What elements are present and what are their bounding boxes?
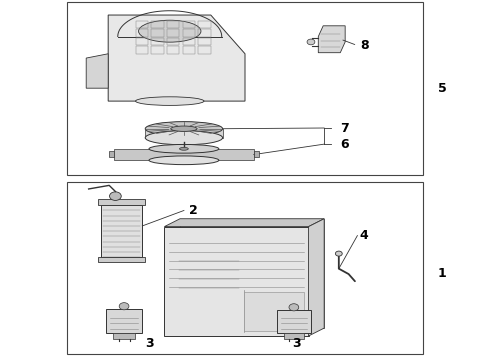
Polygon shape [164, 219, 324, 226]
Polygon shape [98, 257, 145, 262]
Ellipse shape [149, 144, 219, 153]
Polygon shape [101, 205, 143, 257]
Polygon shape [114, 149, 254, 160]
Polygon shape [309, 219, 324, 336]
Ellipse shape [145, 122, 222, 136]
Text: 3: 3 [292, 337, 301, 350]
Ellipse shape [139, 20, 201, 42]
Polygon shape [108, 15, 245, 101]
Ellipse shape [179, 147, 188, 150]
Text: 2: 2 [189, 204, 197, 217]
Circle shape [119, 303, 129, 310]
Circle shape [110, 192, 121, 201]
Ellipse shape [149, 156, 219, 165]
Text: 1: 1 [438, 267, 447, 280]
Polygon shape [318, 26, 345, 53]
Polygon shape [254, 151, 259, 157]
Text: 8: 8 [360, 39, 368, 52]
Polygon shape [106, 309, 143, 333]
Ellipse shape [145, 131, 222, 145]
Circle shape [335, 251, 342, 256]
Ellipse shape [136, 97, 204, 105]
Polygon shape [164, 226, 309, 336]
Polygon shape [180, 219, 324, 328]
Polygon shape [113, 333, 135, 339]
Polygon shape [244, 292, 304, 330]
Text: 5: 5 [438, 82, 447, 95]
Text: 3: 3 [146, 337, 154, 350]
Circle shape [289, 304, 299, 311]
Polygon shape [109, 151, 114, 157]
Text: 7: 7 [340, 122, 349, 135]
Polygon shape [277, 310, 311, 333]
Polygon shape [98, 199, 145, 205]
Circle shape [307, 39, 315, 45]
Ellipse shape [171, 126, 197, 131]
Polygon shape [145, 129, 222, 138]
Polygon shape [86, 54, 108, 88]
Text: 6: 6 [340, 138, 349, 150]
Polygon shape [284, 333, 304, 339]
Text: 4: 4 [360, 229, 368, 242]
